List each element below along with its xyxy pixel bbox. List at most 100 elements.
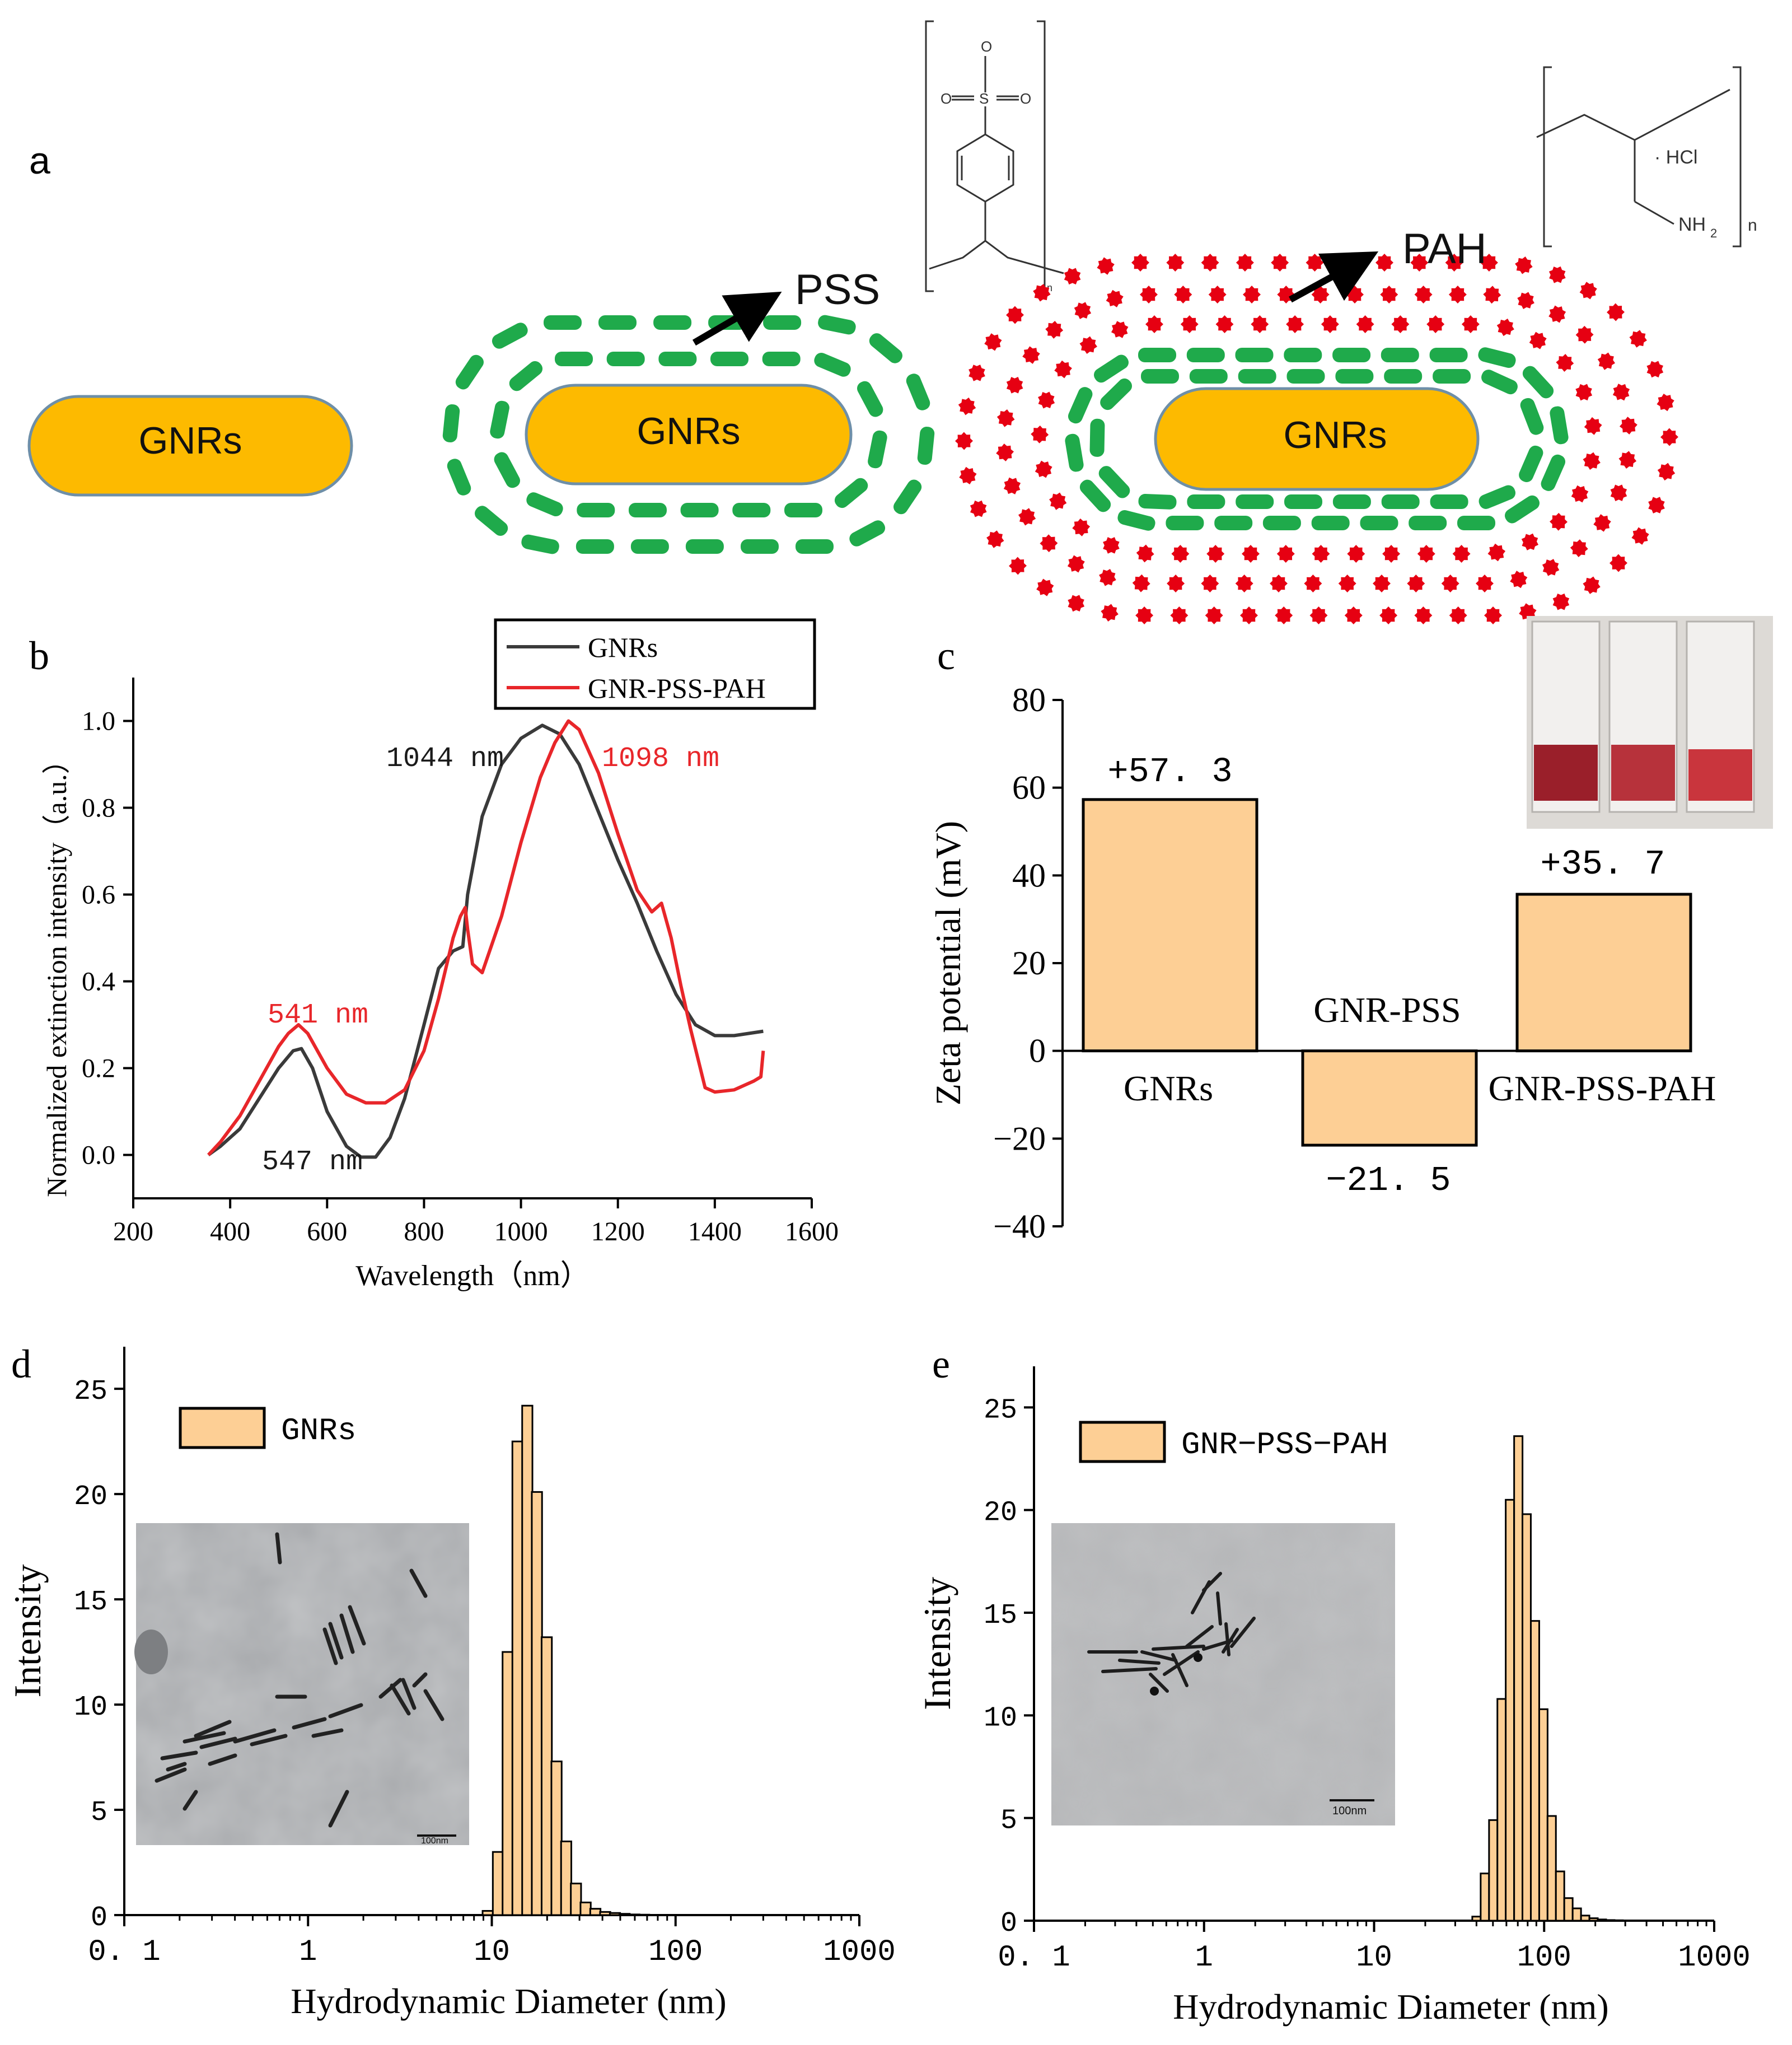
pah-chain	[1236, 254, 1254, 272]
panel-a-label: a	[29, 139, 50, 182]
pah-chain	[1103, 287, 1126, 310]
pss-chain	[762, 352, 801, 366]
y-tick-label: 0.8	[82, 793, 115, 823]
panel-d-size-distribution: d 0. 1 1 10 100 1000 0 5 10 15 20 25 Hydrodynamic D…	[6, 1342, 896, 2021]
y-tick-label: 0.4	[82, 967, 115, 997]
histogram-bar	[481, 1909, 494, 1916]
y-tick-label: 10	[74, 1692, 107, 1724]
pah-chain	[1375, 254, 1393, 272]
pah-chain	[1356, 315, 1374, 333]
pss-chain	[1518, 396, 1546, 437]
pss-chain	[1311, 516, 1350, 530]
pss-chain	[916, 426, 935, 466]
pss-chain	[1116, 508, 1157, 533]
y-tick-label: 25	[984, 1394, 1017, 1426]
x-tick-label: 100	[648, 1935, 703, 1969]
y-tick-label: 5	[91, 1797, 107, 1829]
pss-chain	[576, 539, 614, 554]
pah-chain	[1538, 555, 1563, 580]
x-tick-label: 1000	[823, 1935, 896, 1969]
gnr-pss-pah-particle: GNRs PAH	[955, 225, 1679, 624]
histogram-bar	[1522, 1513, 1532, 1922]
pss-chain	[1332, 348, 1371, 362]
histogram-bar	[1538, 1708, 1548, 1922]
legend-swatch	[179, 1407, 266, 1449]
histogram-bar	[1571, 1907, 1582, 1922]
pah-chain	[1347, 545, 1365, 563]
pah-chain	[1627, 524, 1653, 549]
pss-chain	[1519, 363, 1557, 401]
pss-chain	[1187, 494, 1225, 509]
histogram-bar	[1480, 1873, 1490, 1922]
pss-arrow	[692, 291, 782, 346]
svg-text:100nm: 100nm	[1332, 1805, 1367, 1817]
histogram-bar	[1613, 1919, 1624, 1922]
pah-chain	[980, 329, 1006, 354]
category-label: GNRs	[1124, 1068, 1213, 1108]
panel-b-extinction-spectrum: b 200 400 600 800 1000 1200 1400 1600 0.0 0.2 0.4 0…	[29, 618, 839, 1292]
x-axis-title: Hydrodynamic Diameter (nm)	[291, 1981, 726, 2021]
pah-chain	[1645, 493, 1668, 517]
histogram-bar	[1496, 1698, 1507, 1922]
pss-chain	[812, 351, 853, 379]
pah-chain	[1484, 606, 1502, 624]
gnr-pss-particle: GNRs PSS	[442, 266, 935, 555]
pss-chain	[904, 371, 932, 413]
y-tick-label: 15	[74, 1586, 107, 1618]
pss-structure-atoms: O S O O n	[941, 38, 1052, 293]
pss-chain	[1064, 432, 1085, 473]
pah-chain	[1014, 504, 1040, 529]
pss-chain	[832, 475, 871, 511]
y-tick-label: 1.0	[82, 707, 115, 736]
y-axis-title: Zeta potential (mV)	[928, 821, 968, 1105]
pah-chain	[956, 395, 978, 417]
panel-e-axes: 0. 1 1 10 100 1000 0 5 10 15 20 25 Hydrodynamic Dia…	[916, 1366, 1751, 2027]
x-tick-label: 600	[307, 1217, 347, 1246]
x-tick-label: 400	[210, 1217, 250, 1246]
pss-chain	[489, 320, 530, 351]
panel-b-legend: GNRs GNR-PSS-PAH	[494, 618, 816, 710]
pah-chain	[1576, 278, 1601, 304]
y-tick-label: 5	[1000, 1805, 1017, 1837]
y-tick-label: 15	[984, 1600, 1017, 1632]
svg-text:n: n	[1047, 282, 1052, 293]
x-tick-label: 800	[404, 1217, 444, 1246]
panel-d-bars	[481, 1404, 651, 1916]
panel-e-label: e	[932, 1342, 950, 1386]
legend-entry: GNRs	[588, 632, 658, 663]
panel-e-bars	[1471, 1435, 1624, 1922]
peak-annotation: 541 nm	[268, 1000, 368, 1031]
pss-chain	[1384, 369, 1423, 384]
pss-chain	[1284, 348, 1322, 362]
pah-chain	[1414, 286, 1433, 304]
pss-chain	[1476, 483, 1518, 511]
pah-chain	[1108, 318, 1131, 341]
panel-c-axes: −40 −20 0 20 40 60 80 Zeta potential (mV)	[928, 681, 1691, 1245]
x-axis-title: Wavelength（nm）	[355, 1260, 589, 1292]
pah-chain	[1099, 602, 1120, 623]
legend-entry: GNR-PSS-PAH	[588, 673, 766, 704]
pah-chain	[1242, 545, 1260, 563]
panel-d-legend: GNRs	[179, 1407, 356, 1449]
gold-nanorod	[1154, 387, 1480, 491]
pss-chain	[489, 399, 511, 440]
pah-chain	[1552, 350, 1578, 376]
pss-chain	[1186, 348, 1225, 362]
pah-chain	[1655, 391, 1677, 413]
pss-chain	[710, 352, 748, 366]
pss-chain	[630, 539, 669, 554]
y-tick-label: 20	[74, 1481, 107, 1513]
pah-chain	[965, 361, 989, 385]
pah-chain	[1571, 322, 1598, 348]
legend-entry: GNRs	[281, 1413, 356, 1449]
pah-chain	[1035, 389, 1058, 412]
svg-text:· HCl: · HCl	[1654, 147, 1697, 168]
category-label: GNR-PSS	[1313, 990, 1461, 1030]
pah-chain	[1461, 315, 1480, 333]
histogram-bar	[1505, 1498, 1515, 1922]
pss-chain	[1214, 516, 1253, 530]
x-tick-label: 0. 1	[998, 1941, 1070, 1975]
pah-chain	[1581, 450, 1602, 472]
pah-chain	[995, 442, 1015, 463]
